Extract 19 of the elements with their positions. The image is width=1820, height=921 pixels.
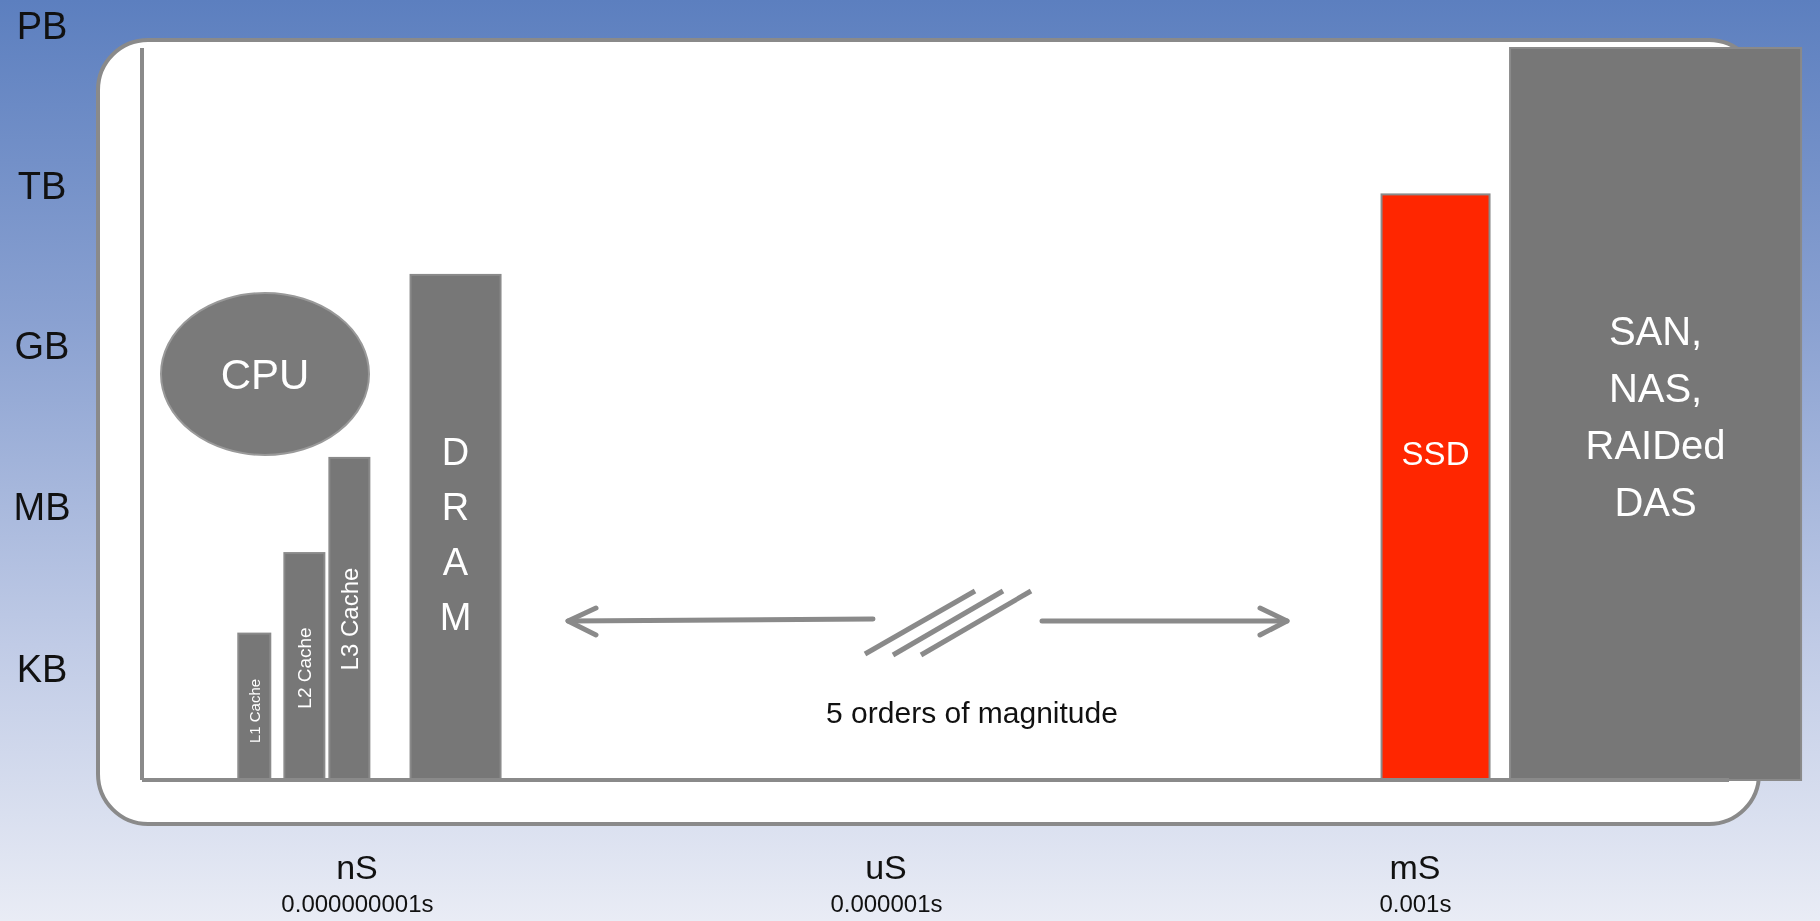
x-tick-label: 0.000001s bbox=[830, 890, 943, 917]
series-label: L2 Cache bbox=[293, 627, 315, 709]
annotation: 5 orders of magnitude bbox=[826, 695, 1118, 729]
text: MB bbox=[13, 486, 71, 528]
text: GB bbox=[14, 325, 70, 367]
series-label: L1 Cache bbox=[245, 678, 263, 744]
series-label: SAN, NAS, RAIDed DAS bbox=[1585, 308, 1726, 524]
x-tick-label: 0.000000001s bbox=[281, 890, 434, 917]
series-label: DRAM bbox=[439, 431, 472, 639]
series-label: L3 Cache bbox=[335, 567, 363, 671]
text: uS bbox=[865, 848, 907, 886]
series-label: SSD bbox=[1401, 434, 1470, 472]
text: TB bbox=[17, 165, 67, 207]
text: KB bbox=[16, 648, 68, 690]
text: nS bbox=[336, 848, 378, 886]
x-tick-label: 0.001s bbox=[1379, 890, 1452, 917]
annotation: CPU bbox=[220, 350, 310, 398]
text: PB bbox=[16, 5, 68, 47]
text: mS bbox=[1389, 848, 1441, 886]
